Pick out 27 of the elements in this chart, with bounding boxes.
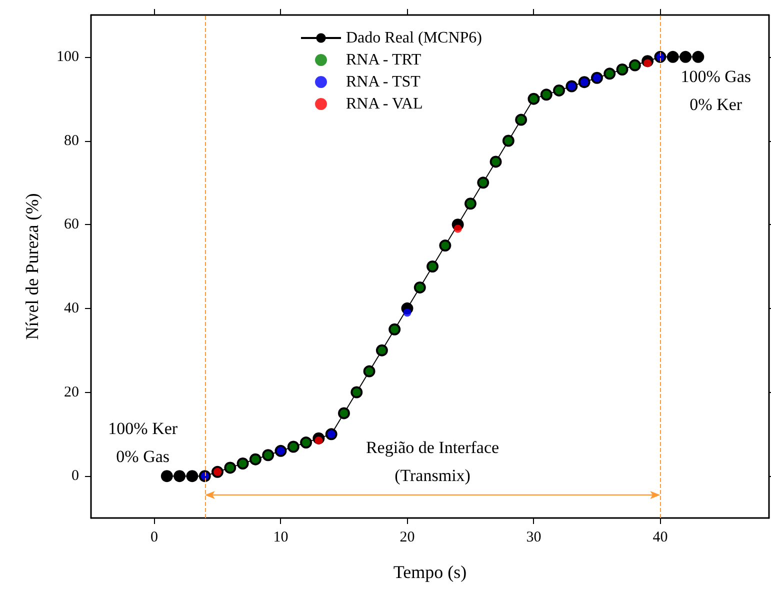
x-tick-label: 30 — [526, 530, 542, 546]
legend-label: Dado Real (MCNP6) — [346, 30, 482, 46]
annotation: 100% Gas 0% Ker — [680, 67, 752, 114]
x-tick-label: 10 — [273, 530, 288, 546]
x-axis-title: Tempo (s) — [393, 562, 467, 582]
y-tick-label: 0 — [72, 468, 79, 484]
point — [174, 470, 186, 482]
x-tick-label: 20 — [400, 530, 415, 546]
legend-label: RNA - TST — [346, 74, 421, 90]
annotation: 100% Ker 0% Gas — [108, 419, 178, 466]
point — [692, 50, 704, 63]
point — [160, 470, 173, 482]
legend-label: RNA - VAL — [346, 96, 423, 112]
point — [666, 50, 679, 63]
y-tick-label: 40 — [64, 300, 79, 316]
point — [680, 50, 692, 63]
y-tick-label: 20 — [64, 384, 79, 400]
y-tick-label: 80 — [64, 132, 79, 149]
point — [186, 470, 198, 482]
x-tick-label: 0 — [150, 530, 158, 546]
legend-label: RNA - TRT — [346, 52, 422, 68]
y-tick-label: 100 — [56, 48, 79, 65]
annotation: Região de Interface (Transmix) — [366, 438, 500, 486]
point — [403, 308, 412, 317]
y-axis-title: Nível de Pureza (%) — [22, 193, 42, 340]
x-tick-label: 40 — [652, 530, 668, 546]
y-tick-label: 60 — [64, 216, 79, 233]
